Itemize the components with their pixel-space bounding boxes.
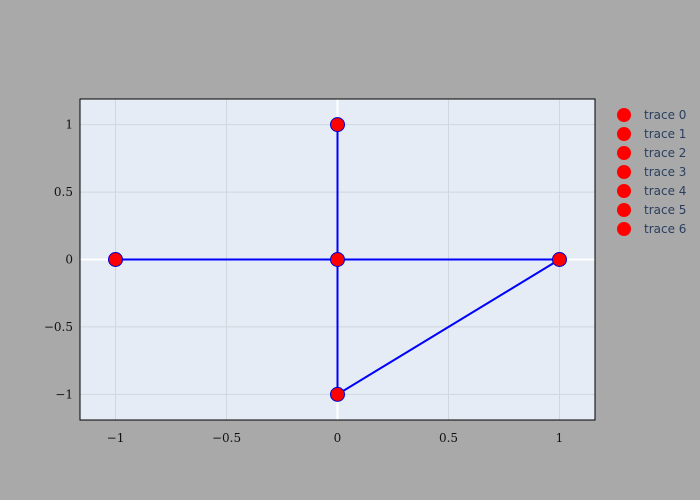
- legend-label: trace 4: [644, 184, 686, 198]
- x-tick-label: 0: [334, 431, 342, 445]
- legend-label: trace 3: [644, 165, 686, 179]
- y-tick-label: −0.5: [44, 320, 73, 334]
- plot-frame: [79, 98, 596, 421]
- x-tick-label: −0.5: [212, 431, 241, 445]
- legend-item-trace-4[interactable]: trace 4: [617, 184, 686, 198]
- graph-edge: [336, 258, 561, 396]
- legend-item-trace-5[interactable]: trace 5: [617, 203, 686, 217]
- legend-marker: [617, 222, 631, 236]
- x-tick-label: 0.5: [439, 431, 458, 445]
- marker-layer: [108, 117, 567, 402]
- y-tick-label: 0.5: [54, 185, 73, 199]
- node-marker-trace-1[interactable]: [330, 117, 345, 133]
- legend-marker: [617, 108, 631, 122]
- legend[interactable]: trace 0 trace 1 trace 2 trace 3 trace 4 trace…: [617, 108, 686, 236]
- legend-label: trace 1: [644, 127, 686, 141]
- node-marker-trace-2[interactable]: [330, 252, 345, 267]
- legend-label: trace 2: [644, 146, 686, 160]
- legend-marker: [617, 203, 631, 217]
- legend-item-trace-0[interactable]: trace 0: [617, 108, 686, 122]
- legend-item-trace-6[interactable]: trace 6: [617, 222, 686, 236]
- x-axis-ticks: −1 −0.5 0 0.5 1: [107, 431, 564, 445]
- legend-item-trace-1[interactable]: trace 1: [617, 127, 686, 141]
- legend-marker: [617, 165, 631, 179]
- y-tick-label: 0: [65, 253, 73, 267]
- legend-item-trace-3[interactable]: trace 3: [617, 165, 686, 179]
- edge-layer: [115, 124, 561, 396]
- y-tick-label: −1: [55, 387, 73, 401]
- legend-label: trace 5: [644, 203, 686, 217]
- legend-marker: [617, 127, 631, 141]
- node-marker-trace-4[interactable]: [551, 252, 567, 267]
- x-tick-label: −1: [107, 431, 125, 445]
- legend-marker: [617, 184, 631, 198]
- legend-label: trace 6: [644, 222, 686, 236]
- legend-item-trace-2[interactable]: trace 2: [617, 146, 686, 160]
- y-tick-label: 1: [65, 118, 73, 132]
- node-marker-trace-3[interactable]: [330, 386, 345, 402]
- legend-marker: [617, 146, 631, 160]
- node-marker-trace-0[interactable]: [108, 252, 124, 267]
- y-axis-ticks: 1 0.5 0 −0.5 −1: [44, 118, 73, 402]
- x-tick-label: 1: [556, 431, 564, 445]
- legend-label: trace 0: [644, 108, 686, 122]
